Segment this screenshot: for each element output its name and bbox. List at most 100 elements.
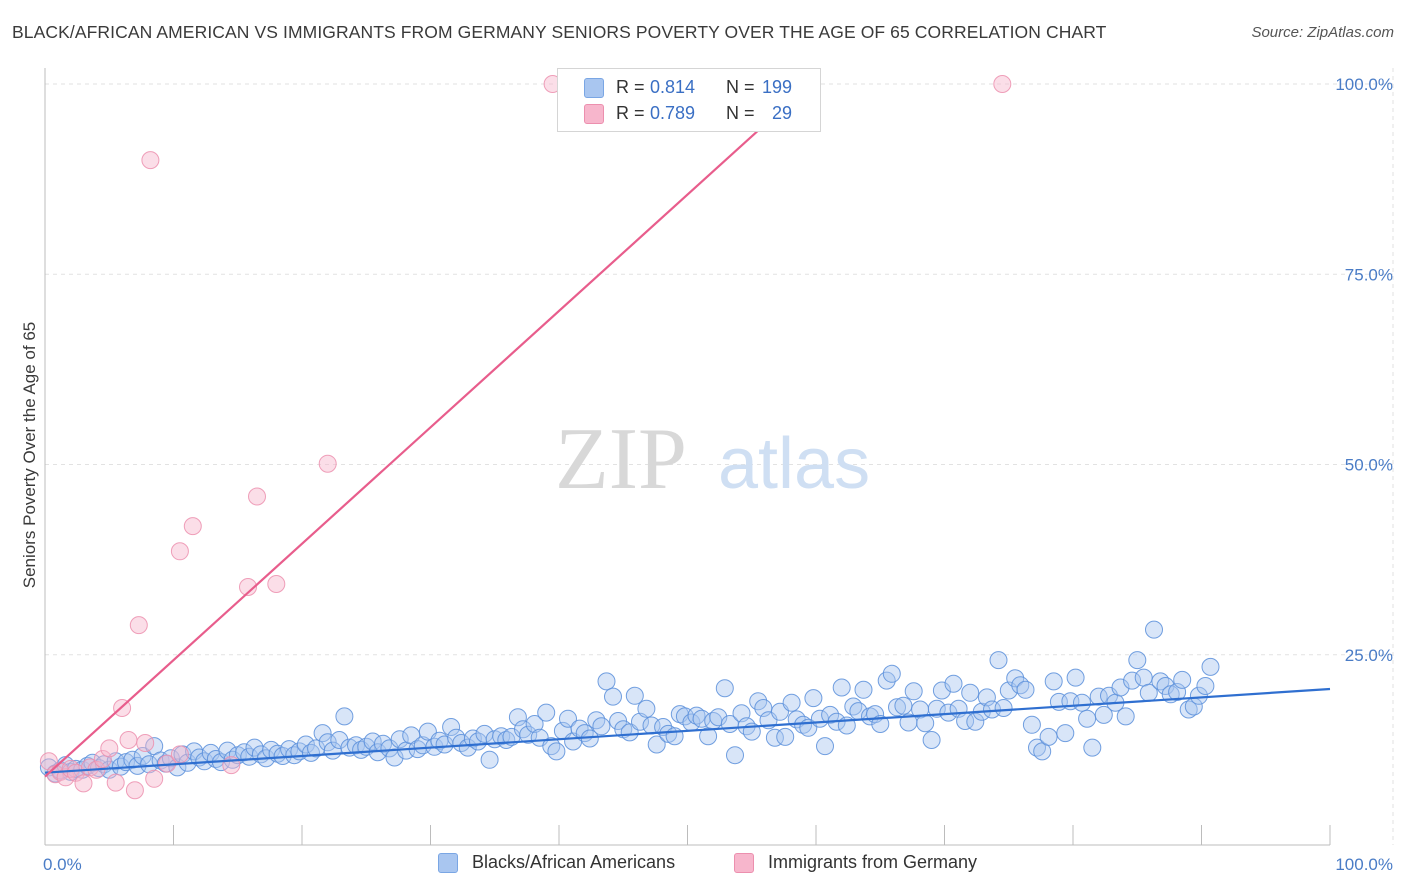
point-blacks: [776, 727, 795, 746]
point-blacks: [961, 683, 980, 702]
r-value: 0.789: [650, 103, 696, 123]
n-label: N =: [726, 77, 755, 97]
point-blacks: [977, 688, 996, 707]
point-germany: [248, 487, 266, 506]
point-blacks: [1056, 724, 1075, 743]
point-blacks: [944, 674, 963, 693]
x-tick-label-start: 0.0%: [43, 855, 82, 874]
point-blacks: [1201, 657, 1220, 676]
point-blacks: [821, 705, 840, 724]
point-blacks: [1022, 715, 1041, 734]
legend-swatch-germany: [734, 853, 754, 873]
point-germany: [136, 734, 155, 752]
point-blacks: [922, 731, 941, 749]
point-blacks: [597, 672, 616, 691]
point-blacks: [1128, 651, 1147, 670]
y-tick-label: 25.0%: [1345, 646, 1393, 665]
point-blacks: [296, 735, 315, 754]
point-blacks: [458, 738, 477, 757]
point-blacks: [463, 729, 482, 748]
y-tick-label: 75.0%: [1345, 265, 1393, 284]
point-blacks: [525, 715, 544, 733]
stats-legend: R = 0.814 N = 199 R = 0.789 N = 29: [557, 68, 821, 132]
point-blacks: [832, 678, 851, 697]
point-germany: [170, 745, 189, 764]
point-blacks: [497, 731, 516, 749]
point-blacks: [330, 731, 349, 749]
r-value: 0.814: [650, 77, 696, 97]
axes: [44, 68, 1331, 846]
point-blacks: [390, 730, 409, 749]
point-germany: [125, 781, 144, 800]
point-blacks: [765, 728, 784, 747]
point-blacks: [625, 686, 644, 705]
point-blacks: [1145, 620, 1163, 639]
point-blacks: [916, 714, 935, 733]
point-blacks: [715, 679, 734, 698]
r-label: R =: [616, 103, 645, 123]
trend-line-germany: [44, 83, 811, 778]
point-blacks: [932, 681, 951, 700]
point-blacks: [1196, 677, 1215, 695]
point-blacks: [1168, 683, 1187, 701]
point-blacks: [647, 735, 666, 754]
point-germany: [267, 575, 286, 593]
point-blacks: [1094, 705, 1113, 724]
point-germany: [106, 773, 125, 792]
point-germany: [318, 454, 337, 473]
legend-swatch-germany: [584, 104, 604, 124]
point-blacks: [871, 715, 890, 733]
point-blacks: [1116, 707, 1135, 726]
point-blacks: [1189, 686, 1208, 705]
point-blacks: [1016, 680, 1035, 699]
legend-label-blacks: Blacks/African Americans: [472, 852, 676, 872]
point-blacks: [994, 699, 1013, 717]
point-blacks: [1078, 709, 1097, 728]
n-value: 29: [772, 103, 793, 123]
point-blacks: [894, 696, 913, 715]
point-germany: [74, 774, 93, 793]
point-blacks: [816, 737, 834, 756]
trend-line-blacks: [44, 687, 1331, 774]
point-germany: [993, 75, 1012, 93]
point-blacks: [989, 651, 1008, 670]
y-tick-label: 100.0%: [1335, 75, 1393, 94]
point-blacks: [709, 708, 728, 727]
point-blacks: [888, 698, 906, 717]
point-blacks: [904, 682, 923, 701]
point-blacks: [374, 734, 392, 753]
watermark-zip: ZIP: [555, 411, 687, 508]
point-blacks: [1073, 693, 1091, 712]
chart-title: BLACK/AFRICAN AMERICAN VS IMMIGRANTS FRO…: [12, 22, 1107, 42]
y-tick-label: 50.0%: [1345, 456, 1393, 475]
point-blacks: [604, 687, 622, 706]
point-blacks: [442, 718, 461, 736]
point-blacks: [1044, 672, 1063, 691]
watermark-atlas: atlas: [718, 424, 870, 504]
r-label: R =: [616, 77, 645, 97]
point-blacks: [1173, 670, 1192, 689]
point-blacks: [313, 724, 332, 743]
point-blacks: [1039, 727, 1058, 746]
point-blacks: [508, 708, 527, 727]
point-blacks: [335, 707, 354, 726]
point-blacks: [804, 689, 823, 708]
point-blacks: [559, 709, 577, 728]
point-blacks: [637, 699, 656, 718]
y-axis-label: Seniors Poverty Over the Age of 65: [20, 322, 39, 588]
legend-swatch-blacks: [584, 78, 604, 98]
point-blacks: [927, 699, 946, 718]
point-blacks: [542, 737, 561, 756]
point-blacks: [123, 750, 142, 769]
point-germany: [170, 542, 189, 561]
x-tick-label-end: 100.0%: [1335, 855, 1393, 874]
point-blacks: [1066, 668, 1085, 687]
point-blacks: [782, 693, 801, 712]
point-blacks: [519, 725, 538, 744]
point-germany: [141, 151, 160, 170]
n-value: 199: [762, 77, 793, 97]
point-blacks: [514, 720, 532, 739]
point-blacks: [687, 706, 706, 725]
point-germany: [129, 616, 148, 635]
